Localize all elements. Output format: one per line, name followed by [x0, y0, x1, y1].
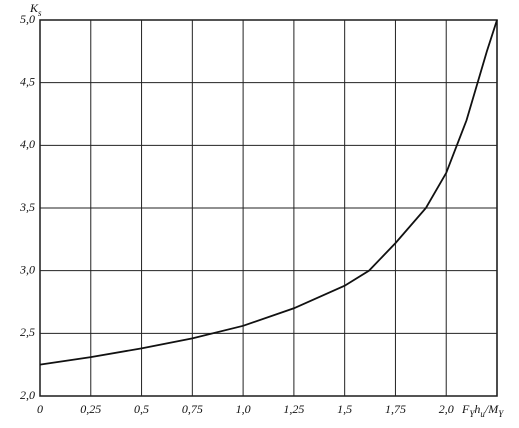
x-tick-label: 0,25: [80, 402, 101, 416]
x-tick-label: 1,25: [283, 402, 304, 416]
x-axis-label: FYhu/MY: [461, 402, 504, 419]
x-tick-label: 1,0: [236, 402, 251, 416]
y-tick-label: 3,5: [19, 200, 35, 214]
y-tick-label: 4,0: [20, 137, 35, 151]
x-axis-label-part: Y: [469, 409, 475, 419]
line-series: [39, 19, 498, 366]
x-axis-label-part: h: [474, 402, 480, 416]
y-tick-label: 2,5: [20, 325, 35, 339]
x-tick-label: 0: [37, 402, 43, 416]
x-tick-label: 1,75: [385, 402, 406, 416]
x-tick-label: 2,0: [439, 402, 454, 416]
y-tick-label: 3,0: [19, 262, 35, 276]
y-tick-label: 5,0: [20, 12, 35, 26]
x-axis-label-part: /M: [484, 402, 499, 416]
y-axis-label-part: s: [38, 8, 42, 18]
y-axis-label: Ks: [29, 1, 42, 18]
x-axis-label-part: Y: [498, 409, 504, 419]
x-tick-label: 1,5: [337, 402, 352, 416]
x-axis-label-part: u: [480, 409, 485, 419]
x-axis-label-part: F: [461, 402, 470, 416]
y-axis-label-part: K: [29, 1, 39, 15]
y-tick-label: 2,0: [20, 388, 35, 402]
x-tick-label: 0,5: [134, 402, 149, 416]
y-tick-label: 4,5: [20, 74, 35, 88]
x-tick-label: 0,75: [182, 402, 203, 416]
